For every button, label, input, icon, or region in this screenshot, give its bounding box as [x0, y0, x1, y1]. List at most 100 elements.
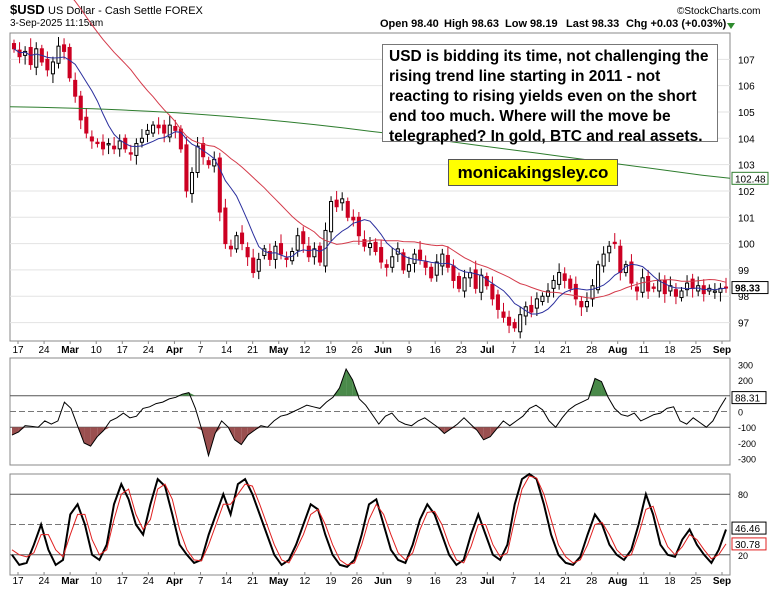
x-tick-label: 18 [664, 576, 676, 587]
candle-body [256, 258, 261, 272]
candle-body [401, 252, 406, 271]
candle-body [356, 216, 361, 237]
last-value-label: 98.33 [735, 284, 760, 295]
stoch-y-tick: 20 [738, 551, 748, 561]
x-tick-label: 17 [12, 576, 24, 587]
candle-body [151, 124, 156, 134]
x-tick-label: May [269, 345, 289, 356]
stoch-k-line [11, 472, 727, 569]
x-tick-label: 28 [586, 345, 598, 356]
cci-y-tick: 0 [738, 408, 743, 418]
cci-positive-fill [339, 369, 347, 396]
cci-negative-fill [215, 427, 222, 434]
candle-body [284, 257, 289, 260]
x-tick-label: 21 [560, 345, 572, 356]
candle-body [340, 198, 345, 204]
chart-triangle-icon[interactable] [727, 23, 735, 29]
promo-label: monicakingsley.co [448, 159, 618, 186]
x-tick-label: Jun [374, 576, 392, 587]
candle-body [445, 254, 450, 268]
candle-body [251, 257, 256, 274]
candle-body [50, 61, 55, 75]
cci-positive-fill [594, 378, 602, 396]
x-tick-label: 25 [690, 345, 702, 356]
cci-negative-fill [84, 427, 91, 447]
ma-short-line [13, 48, 727, 315]
candle-body [306, 245, 311, 258]
candle-body [662, 279, 667, 295]
candle-body [473, 269, 478, 289]
x-tick-label: 9 [406, 576, 412, 587]
chart-datetime: 3-Sep-2025 11:15am [10, 18, 103, 29]
ma-mid-line [73, 0, 727, 299]
candle-body [84, 116, 89, 134]
x-tick-label: Mar [61, 345, 79, 356]
x-tick-label: 28 [586, 576, 598, 587]
last-value-label: 102.48 [735, 174, 766, 185]
cci-line [11, 367, 727, 458]
x-tick-label: 14 [221, 345, 233, 356]
candle-body [223, 207, 228, 245]
cci-positive-fill [588, 378, 595, 396]
cci-negative-fill [195, 427, 202, 431]
candle-body [301, 231, 306, 245]
x-tick-label: 16 [430, 345, 442, 356]
price-panel-frame [9, 32, 731, 342]
cci-y-tick: 200 [738, 376, 753, 386]
ohlc-change: Chg +0.03 (+0.03%) [626, 18, 727, 30]
chart-instrument-name: US Dollar - Cash Settle [48, 5, 162, 17]
candle-body [351, 216, 356, 221]
candle-body [456, 276, 462, 289]
candle-body [167, 124, 172, 138]
candle-body [162, 124, 167, 134]
last-value-box [731, 281, 769, 295]
candle-body [534, 298, 539, 309]
annotation-note: USD is bidding its time, not challenging… [382, 44, 718, 145]
x-tick-label: 17 [117, 345, 129, 356]
price-y-tick: 107 [738, 55, 755, 66]
stoch-last-value-box [731, 521, 767, 535]
candle-body [584, 301, 589, 308]
x-tick-label: 7 [198, 345, 204, 356]
price-y-tick: 100 [738, 240, 755, 251]
last-value-box [731, 171, 769, 185]
candle-body [106, 143, 111, 146]
stoch-last-value: 46.46 [735, 524, 760, 535]
candle-body [484, 276, 489, 287]
stoch-last-value: 30.78 [735, 540, 760, 551]
cci-negative-fill [247, 427, 255, 436]
candle-body [568, 278, 573, 289]
candle-body [690, 278, 695, 289]
x-tick-label: 10 [91, 345, 103, 356]
x-tick-label: May [269, 576, 289, 587]
candle-body [184, 144, 189, 192]
cci-negative-fill [12, 427, 19, 436]
x-tick-label: Apr [166, 576, 183, 587]
candle-body [95, 141, 100, 145]
candle-body [312, 248, 317, 258]
candle-body [646, 276, 651, 292]
candle-body [462, 277, 467, 292]
candle-body [278, 243, 284, 255]
x-tick-label: 26 [351, 576, 363, 587]
x-tick-label: 17 [12, 345, 24, 356]
candle-body [668, 285, 673, 292]
candle-body [156, 124, 161, 129]
candle-body [640, 277, 645, 293]
candle-body [545, 290, 551, 297]
chart-symbol: $USD [10, 2, 45, 17]
candle-body [440, 253, 445, 267]
candle-body [145, 129, 150, 135]
candle-body [495, 294, 500, 310]
x-tick-label: Jun [374, 345, 392, 356]
cci-positive-fill [188, 392, 196, 396]
x-tick-label: Sep [713, 345, 731, 356]
candle-body [362, 239, 367, 247]
x-tick-label: Mar [61, 576, 79, 587]
x-tick-label: Jul [480, 345, 495, 356]
candle-body [607, 245, 612, 254]
candle-body [139, 137, 144, 143]
